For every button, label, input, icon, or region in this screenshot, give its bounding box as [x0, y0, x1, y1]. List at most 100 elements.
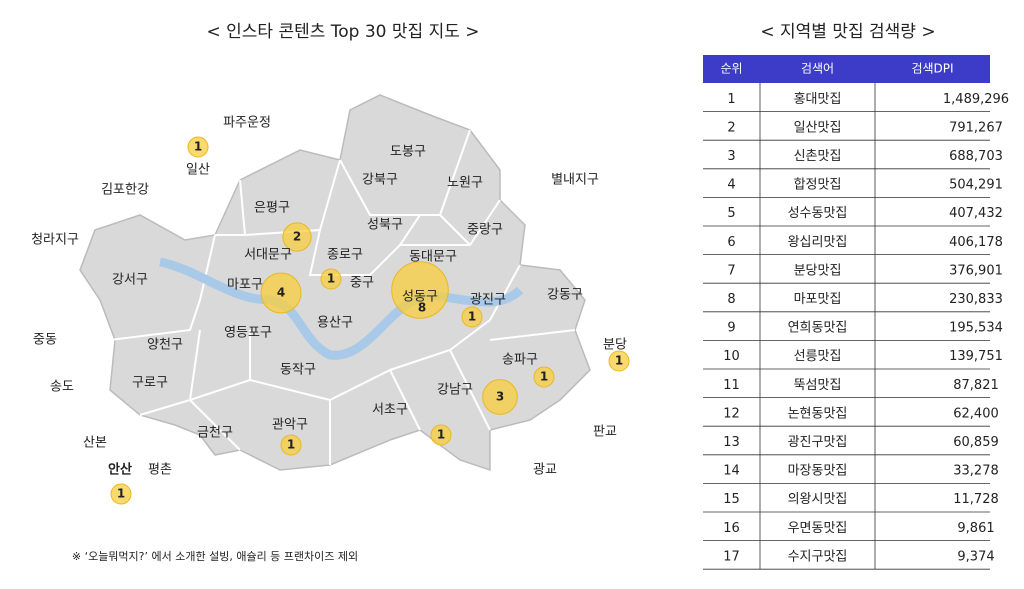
table-cell: 우면동맛집: [788, 521, 848, 536]
region-label: 성북구: [367, 218, 403, 233]
table-cell: 홍대맛집: [794, 92, 842, 107]
table-cell: 선릉맛집: [794, 349, 842, 364]
region-label: 분당: [603, 338, 627, 353]
bubble-label: 1: [615, 354, 623, 368]
table-cell: 일산맛집: [794, 120, 842, 135]
table-header-cell: 순위: [720, 62, 742, 76]
bubble: [187, 136, 209, 158]
table-cell: 376,901: [949, 263, 1003, 278]
region-label: 산본: [83, 436, 107, 451]
table-cell: 논현동맛집: [788, 406, 848, 421]
bubble: [430, 424, 452, 446]
region-label: 김포한강: [101, 183, 149, 198]
region-label: 일산: [186, 163, 210, 178]
table-cell: 6: [727, 235, 735, 250]
bubble-label: 1: [117, 487, 125, 501]
table-cell: 407,432: [949, 206, 1003, 221]
bubble: [461, 306, 483, 328]
table-cell: 60,859: [953, 435, 999, 450]
region-label: 서대문구: [244, 248, 292, 263]
table-cell: 11: [723, 378, 740, 393]
bubble-label: 1: [540, 370, 548, 384]
region-label: 송도: [50, 380, 74, 395]
region-label: 송파구: [502, 353, 538, 368]
table-cell: 3: [727, 149, 735, 164]
region-label: 마포구: [227, 278, 263, 293]
table-header-cell: 검색어: [801, 62, 834, 76]
table-header-cell: 검색DPI: [911, 62, 953, 76]
table-cell: 13: [723, 435, 740, 450]
table-cell: 5: [727, 206, 735, 221]
table-cell: 230,833: [949, 292, 1003, 307]
table-cell: 8: [727, 292, 735, 307]
bubble-label: 1: [327, 272, 335, 286]
table-cell: 1,489,296: [943, 92, 1009, 107]
region-label: 종로구: [327, 248, 363, 263]
footnote: ※ ‘오늘뭐먹지?’ 에서 소개한 설빙, 애슐리 등 프랜차이즈 제외: [72, 550, 358, 563]
region-label: 강남구: [437, 383, 473, 398]
region-label: 중랑구: [467, 223, 503, 238]
table-cell: 분당맛집: [794, 263, 842, 278]
table-cell: 16: [723, 521, 740, 536]
region-label: 청라지구: [31, 233, 79, 248]
table-cell: 14: [723, 464, 740, 479]
bubble-label: 4: [277, 286, 285, 300]
bubble-label: 3: [496, 390, 504, 404]
region-label: 영등포구: [224, 326, 272, 341]
region-label: 도봉구: [390, 145, 426, 160]
table-cell: 9,861: [957, 521, 994, 536]
bubble: [280, 434, 302, 456]
region-label: 관악구: [272, 418, 308, 433]
region-label: 용산구: [317, 316, 353, 331]
bubble-label: 1: [194, 140, 202, 154]
table-cell: 17: [723, 549, 740, 564]
region-label: 성동구: [402, 290, 438, 305]
table-cell: 62,400: [953, 406, 999, 421]
table-cell: 10: [723, 349, 740, 364]
bubble: [110, 483, 132, 505]
table-cell: 신촌맛집: [794, 149, 842, 164]
table-cell: 688,703: [949, 149, 1003, 164]
bubble: [260, 272, 302, 314]
table-cell: 합정맛집: [794, 178, 842, 193]
region-label: 강북구: [362, 173, 398, 188]
region-label: 동대문구: [409, 250, 457, 265]
table-cell: 406,178: [949, 235, 1003, 250]
table-cell: 9: [727, 321, 735, 336]
region-label: 동작구: [280, 363, 316, 378]
region-label: 양천구: [147, 338, 183, 353]
bubble: [282, 222, 312, 252]
map-title: < 인스타 콘텐츠 Top 30 맛집 지도 >: [206, 22, 479, 42]
table-cell: 12: [723, 406, 740, 421]
bubble: [533, 366, 555, 388]
table-cell: 9,374: [957, 549, 994, 564]
table-cell: 33,278: [953, 464, 999, 479]
table-cell: 수지구맛집: [788, 549, 848, 564]
region-label: 광진구: [470, 293, 506, 308]
table-cell: 마포맛집: [794, 292, 842, 307]
table-cell: 왕십리맛집: [788, 235, 848, 250]
table-cell: 504,291: [949, 178, 1003, 193]
bubble: [391, 261, 449, 319]
table-cell: 15: [723, 492, 740, 507]
region-label: 평촌: [148, 463, 172, 478]
region-label: 서초구: [372, 403, 408, 418]
table-cell: 연희동맛집: [788, 321, 848, 336]
bubble: [608, 350, 630, 372]
region-label: 안산: [108, 462, 132, 478]
table-cell: 1: [727, 92, 735, 107]
table-cell: 2: [727, 120, 735, 135]
region-label: 노원구: [447, 176, 483, 191]
region-label: 중구: [350, 276, 374, 291]
table-cell: 11,728: [953, 492, 999, 507]
table-cell: 7: [727, 263, 735, 278]
region-label: 광교: [533, 463, 557, 478]
region-label: 강동구: [547, 288, 583, 303]
table-cell: 195,534: [949, 321, 1003, 336]
region-label: 별내지구: [551, 173, 599, 188]
table-cell: 광진구맛집: [788, 435, 848, 450]
table-cell: 의왕시맛집: [788, 492, 848, 507]
region-label: 파주운정: [223, 116, 271, 131]
bubble-label: 1: [287, 438, 295, 452]
table-cell: 4: [727, 178, 735, 193]
